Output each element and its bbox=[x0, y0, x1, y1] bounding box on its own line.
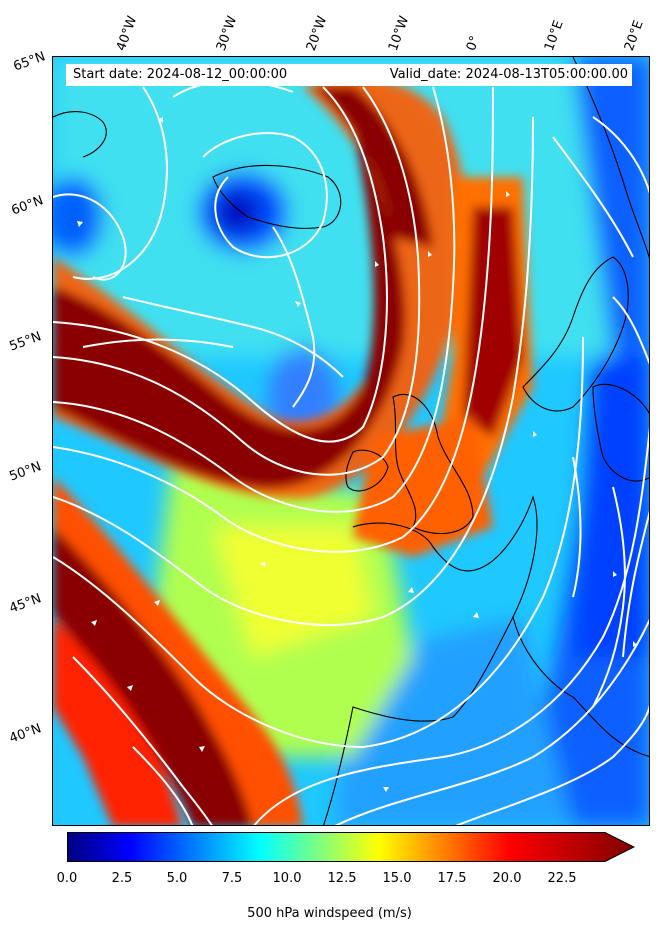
cb-tick-1: 2.5 bbox=[111, 871, 133, 886]
lon-label-40w: 40°W bbox=[113, 14, 141, 53]
lon-label-20e: 20°E bbox=[621, 18, 647, 53]
info-box: Start date: 2024-08-12_00:00:00 Valid_da… bbox=[66, 64, 632, 86]
valid-date: Valid_date: 2024-08-13T05:00:00.00 bbox=[389, 67, 628, 82]
lat-label-50n: 50°N bbox=[7, 459, 44, 485]
lat-label-65n: 65°N bbox=[11, 49, 48, 75]
lat-label-45n: 45°N bbox=[7, 591, 44, 617]
cb-tick-2: 5.0 bbox=[166, 871, 188, 886]
colorbar-gradient bbox=[67, 832, 635, 862]
wind-speed-map bbox=[52, 56, 650, 826]
lon-label-0: 0° bbox=[463, 33, 484, 53]
lat-label-40n: 40°N bbox=[7, 721, 44, 747]
jet-stream bbox=[53, 77, 533, 825]
map-canvas bbox=[53, 57, 649, 825]
lon-label-30w: 30°W bbox=[213, 14, 241, 53]
streamlines bbox=[53, 80, 649, 825]
streamline-arrows bbox=[77, 117, 637, 792]
coastlines bbox=[53, 57, 649, 825]
cb-tick-4: 10.0 bbox=[272, 871, 302, 886]
lon-label-10e: 10°E bbox=[541, 18, 567, 53]
cb-tick-5: 12.5 bbox=[327, 871, 357, 886]
cb-tick-3: 7.5 bbox=[221, 871, 243, 886]
cb-tick-6: 15.0 bbox=[382, 871, 412, 886]
cb-tick-0: 0.0 bbox=[56, 871, 78, 886]
lon-label-10w: 10°W bbox=[385, 14, 413, 53]
lat-label-60n: 60°N bbox=[9, 193, 46, 219]
lat-label-55n: 55°N bbox=[7, 329, 44, 355]
cb-tick-7: 17.5 bbox=[437, 871, 467, 886]
start-date: Start date: 2024-08-12_00:00:00 bbox=[73, 67, 288, 82]
colorbar-title: 500 hPa windspeed (m/s) bbox=[247, 906, 412, 921]
cb-tick-9: 22.5 bbox=[547, 871, 577, 886]
lon-label-20w: 20°W bbox=[303, 14, 331, 53]
colorbar bbox=[67, 832, 635, 862]
cb-tick-8: 20.0 bbox=[492, 871, 522, 886]
